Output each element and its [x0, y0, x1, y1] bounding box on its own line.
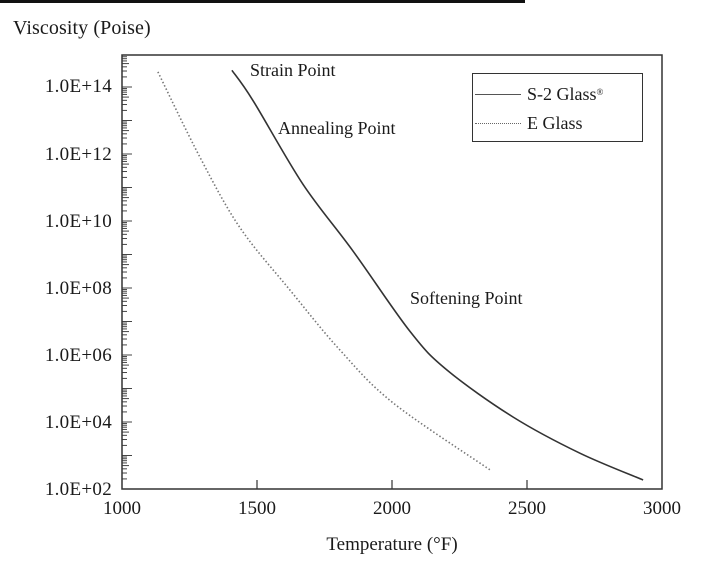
x-tick-label: 2000: [373, 498, 411, 519]
y-axis-title: Viscosity (Poise): [13, 17, 151, 39]
legend-item-s2-glass: S-2 Glass ®: [475, 82, 603, 106]
x-tick-label: 2500: [508, 498, 546, 519]
x-tick-label: 1000: [103, 498, 141, 519]
dotted-line-swatch-icon: [475, 122, 521, 124]
y-tick-label: 1.0E+04: [44, 412, 112, 433]
y-tick-label: 1.0E+06: [44, 345, 112, 366]
annotation-annealing-point: Annealing Point: [278, 118, 396, 138]
legend-label-s2: S-2 Glass: [527, 83, 597, 104]
legend-item-e-glass: E Glass: [475, 111, 583, 135]
legend: S-2 Glass ® E Glass: [472, 73, 643, 142]
y-axis-minor-ticks: [122, 56, 132, 490]
x-tick-label: 3000: [643, 498, 681, 519]
solid-line-swatch-icon: [475, 93, 521, 95]
y-tick-label: 1.0E+14: [44, 76, 112, 97]
e-glass-curve: [157, 71, 491, 471]
x-axis-title: Temperature (°F): [326, 534, 458, 555]
annotation-softening-point: Softening Point: [410, 288, 523, 308]
y-tick-label: 1.0E+10: [44, 211, 112, 232]
x-tick-label: 1500: [238, 498, 276, 519]
registered-mark: ®: [596, 87, 604, 97]
s2-glass-curve: [231, 69, 644, 481]
y-tick-label: 1.0E+08: [44, 278, 112, 299]
y-tick-label: 1.0E+12: [44, 144, 112, 165]
annotation-strain-point: Strain Point: [250, 60, 336, 80]
legend-label-e: E Glass: [527, 112, 583, 133]
top-border-bar: [0, 0, 525, 3]
x-axis-ticks: [256, 480, 528, 489]
y-tick-label: 1.0E+02: [44, 479, 112, 500]
